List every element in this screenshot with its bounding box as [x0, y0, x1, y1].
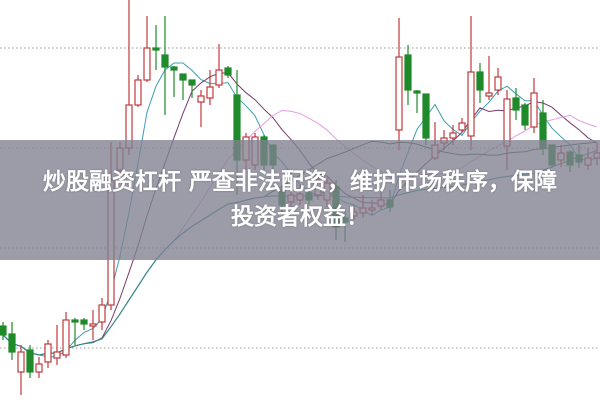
candle-body-up: [503, 98, 511, 147]
candle-body-up: [44, 343, 52, 363]
candle-body-up: [449, 132, 457, 139]
candle-body-down: [521, 104, 529, 126]
candle-body-up: [35, 363, 43, 373]
candle-body-up: [494, 76, 502, 91]
candle-body-up: [134, 79, 142, 106]
candle-body-up: [98, 304, 106, 323]
candle-body-down: [80, 319, 88, 325]
candle-body-down: [224, 67, 232, 76]
candle-body-up: [143, 47, 151, 81]
candle-body-up: [395, 56, 403, 131]
candle-body-up: [62, 319, 70, 356]
title-line-2: 投资者权益！: [231, 204, 369, 230]
candle-body-down: [170, 66, 178, 71]
candle-body-up: [467, 71, 475, 137]
candle-body-down: [8, 333, 16, 353]
title-banner: 炒股融资杠杆 严查非法配资，维护市场秩序，保障 投资者权益！: [0, 140, 600, 260]
candle-body-up: [206, 86, 214, 99]
candle-body-up: [17, 351, 25, 373]
candle-body-down: [404, 54, 412, 91]
candle-body-down: [188, 79, 196, 86]
candle-body-down: [0, 325, 7, 336]
candle-body-up: [485, 92, 493, 97]
candle-body-up: [215, 69, 223, 86]
candle-body-down: [413, 90, 421, 94]
candle-body-up: [197, 95, 205, 103]
title-line-1: 炒股融资杠杆 严查非法配资，维护市场秩序，保障: [42, 169, 557, 195]
candle-body-down: [512, 97, 520, 111]
candle-body-down: [71, 319, 79, 323]
candle-body-down: [476, 71, 484, 91]
candle-body-down: [152, 47, 160, 51]
candle-body-up: [89, 323, 97, 327]
candle-body-down: [422, 93, 430, 139]
candle-body-down: [179, 73, 187, 81]
candle-body-up: [458, 122, 466, 131]
candle-body-down: [161, 54, 169, 68]
candle-body-up: [530, 92, 538, 128]
candle-body-up: [53, 351, 61, 359]
candle-body-down: [26, 349, 34, 373]
